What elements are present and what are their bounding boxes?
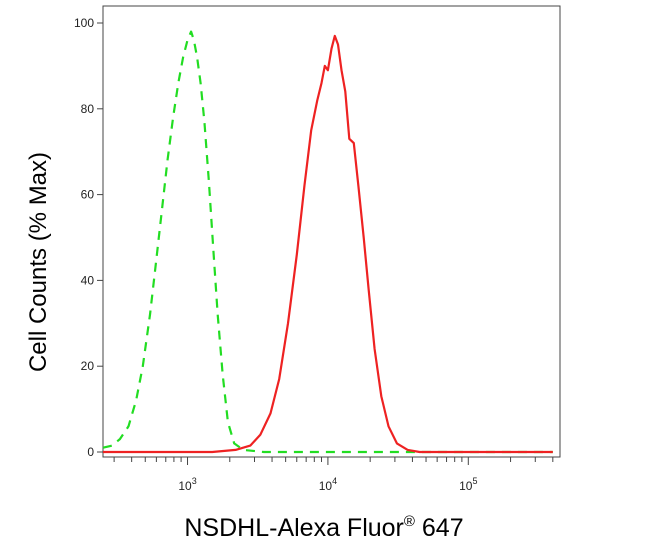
y-tick-label: 60 [81,188,95,202]
x-axis-title-superscript: ® [404,513,415,530]
series-line-1 [102,30,553,454]
series-line-2 [103,34,553,454]
x-tick-exponent: 5 [472,476,477,486]
x-tick-base: 10 [319,479,333,493]
y-axis: 0 20 40 60 80 100 [74,16,103,459]
x-tick-label: 103 [178,476,196,493]
y-tick-label: 100 [74,16,94,30]
y-tick-label: 80 [81,102,95,116]
y-axis-title: Cell Counts (% Max) [25,152,52,372]
plot-border [102,5,561,458]
series-layer [102,30,553,454]
x-axis-title-main: NSDHL-Alexa Fluor [184,514,404,542]
x-tick-label: 105 [459,476,477,493]
x-tick-label: 104 [319,476,337,493]
x-tick-exponent: 4 [332,476,337,486]
x-tick-exponent: 3 [192,476,197,486]
x-tick-base: 10 [459,479,473,493]
y-tick-label: 20 [81,359,95,373]
x-axis: 103 104 105 [113,457,554,493]
y-tick-label: 40 [81,273,95,287]
x-tick-base: 10 [178,479,192,493]
y-tick-label: 0 [87,445,94,459]
x-axis-title-suffix: 647 [415,514,464,542]
plot-frame [102,5,561,458]
x-axis-title: NSDHL-Alexa Fluor® 647 [184,513,463,542]
